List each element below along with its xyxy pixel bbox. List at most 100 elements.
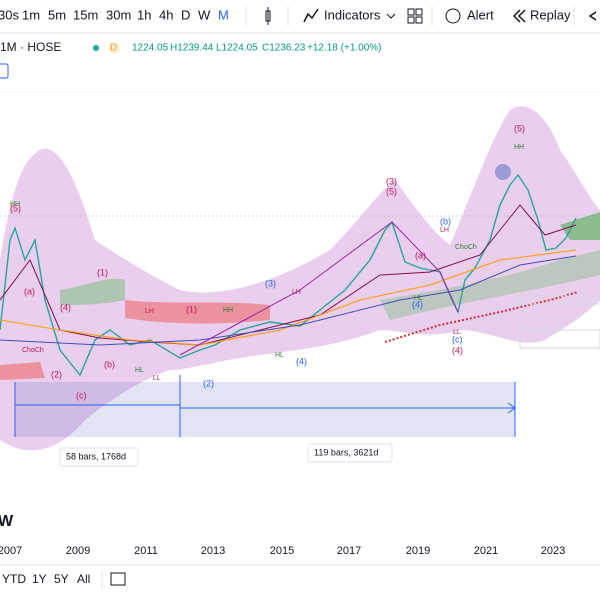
wave-label: (a) xyxy=(415,250,426,260)
wave-label: (4) xyxy=(452,345,463,355)
structure-label: ChoCh xyxy=(455,244,477,251)
high: H1239.44 xyxy=(170,43,214,54)
indicators-button[interactable]: Indicators xyxy=(324,7,381,22)
time-axis: 2007 2009 2011 2013 2015 2017 2019 2021 … xyxy=(0,545,565,557)
status-dot xyxy=(93,45,99,51)
alert-button[interactable]: Alert xyxy=(467,7,494,22)
wave-label: (c) xyxy=(76,390,87,400)
year-label: 2009 xyxy=(66,545,90,557)
kumo-green xyxy=(560,212,600,240)
kumo-red xyxy=(0,362,45,380)
structure-label: HL xyxy=(414,295,423,302)
replay-icon xyxy=(512,9,521,23)
wave-label: (4) xyxy=(296,356,307,366)
logo: W xyxy=(0,513,14,530)
undo-icon[interactable] xyxy=(588,11,597,21)
indicators-icon xyxy=(303,8,319,23)
replay-button[interactable]: Replay xyxy=(530,7,571,22)
interval[interactable]: W xyxy=(198,7,211,22)
kumo-green xyxy=(380,250,600,320)
wave-label: (5) xyxy=(514,123,525,133)
interval[interactable]: 30m xyxy=(106,7,131,22)
wave-line xyxy=(179,221,393,356)
interval[interactable]: 15m xyxy=(73,7,98,22)
wave-label: (c) xyxy=(452,334,463,344)
interval[interactable]: 1h xyxy=(137,7,151,22)
chart-pane: 58 bars, 1768d 119 bars, 3621d (5) (3) (… xyxy=(0,91,600,467)
interval[interactable]: 1m xyxy=(22,7,40,22)
moving-average xyxy=(0,249,577,346)
structure-label: HH xyxy=(223,307,233,314)
interval-active[interactable]: M xyxy=(218,7,229,22)
interval[interactable]: 5m xyxy=(48,7,66,22)
symbol: 1M · HOSE xyxy=(0,40,61,54)
year-label: 2011 xyxy=(134,545,158,557)
wave-line xyxy=(391,221,459,313)
year-label: 2023 xyxy=(541,545,565,557)
year-label: 2017 xyxy=(337,545,361,557)
year-label: 2013 xyxy=(201,545,225,557)
wave-label: (3) xyxy=(265,278,276,288)
marker xyxy=(495,164,511,180)
low: L1224.05 xyxy=(216,43,258,54)
calendar-icon[interactable] xyxy=(110,572,126,586)
badge-bg xyxy=(108,42,120,54)
structure-label: LL xyxy=(153,375,161,382)
wave-label: (b) xyxy=(440,216,451,226)
open: 1224.05 xyxy=(132,43,169,54)
moving-average xyxy=(0,255,577,346)
structure-label: HL xyxy=(275,352,284,359)
measure-label-box xyxy=(59,447,139,467)
wave-label: (4) xyxy=(412,299,423,309)
structure-label: LH xyxy=(145,308,154,315)
year-label: 2019 xyxy=(406,545,430,557)
structure-label: LL xyxy=(453,329,461,336)
year-label: 2021 xyxy=(474,545,498,557)
interval[interactable]: 30s xyxy=(0,7,19,22)
wave-label: (5) xyxy=(386,186,397,196)
wave-label: (2) xyxy=(203,378,214,388)
interval[interactable]: 4h xyxy=(159,7,173,22)
measure-box xyxy=(15,382,180,437)
wave-label: (5) xyxy=(10,203,21,213)
badge: D xyxy=(110,43,117,54)
replay-icon xyxy=(517,9,526,23)
measure-label-box xyxy=(307,443,393,463)
wave-label: (1) xyxy=(186,304,197,314)
structure-label: HH xyxy=(514,144,524,151)
structure-label: LH xyxy=(292,289,301,296)
bottom-bar: YTD 1Y 5Y All xyxy=(2,571,126,589)
wave-label: (4) xyxy=(60,302,71,312)
structure-label: ChoCh xyxy=(22,347,44,354)
range-button[interactable]: All xyxy=(77,572,90,586)
toolbar: 30s 1m 5m 15m 30m 1h 4h D W M Indicators… xyxy=(0,6,600,34)
kumo-green xyxy=(60,278,125,305)
alert-icon xyxy=(445,8,461,24)
chevron[interactable] xyxy=(386,13,396,19)
measure-box xyxy=(180,382,515,437)
wave-label: (1) xyxy=(97,267,108,277)
year-label: 2015 xyxy=(270,545,294,557)
legend: 1M · HOSE D 1224.05 H1239.44 L1224.05 C1… xyxy=(0,40,382,79)
cloud-band xyxy=(0,106,600,451)
trend-line xyxy=(384,291,579,343)
wave-label: (2) xyxy=(51,369,62,379)
interval[interactable]: D xyxy=(181,7,190,22)
range-button[interactable]: 1Y xyxy=(32,572,47,586)
candle-icon[interactable] xyxy=(265,7,271,25)
wave-label: (a) xyxy=(24,286,35,296)
structure-label: HH xyxy=(10,201,20,208)
structure-label: LH xyxy=(440,227,449,234)
range-button[interactable]: 5Y xyxy=(54,572,69,586)
kumo-red xyxy=(125,300,270,324)
zone xyxy=(517,295,600,305)
wave-label: (3) xyxy=(386,176,397,186)
collapse-button[interactable] xyxy=(0,63,9,79)
wave-label: (b) xyxy=(104,359,115,369)
change: +12.18 (+1.00%) xyxy=(307,43,382,54)
year-label: 2007 xyxy=(0,545,22,557)
range-button[interactable]: YTD xyxy=(2,572,26,586)
layout-icon[interactable] xyxy=(407,8,423,24)
